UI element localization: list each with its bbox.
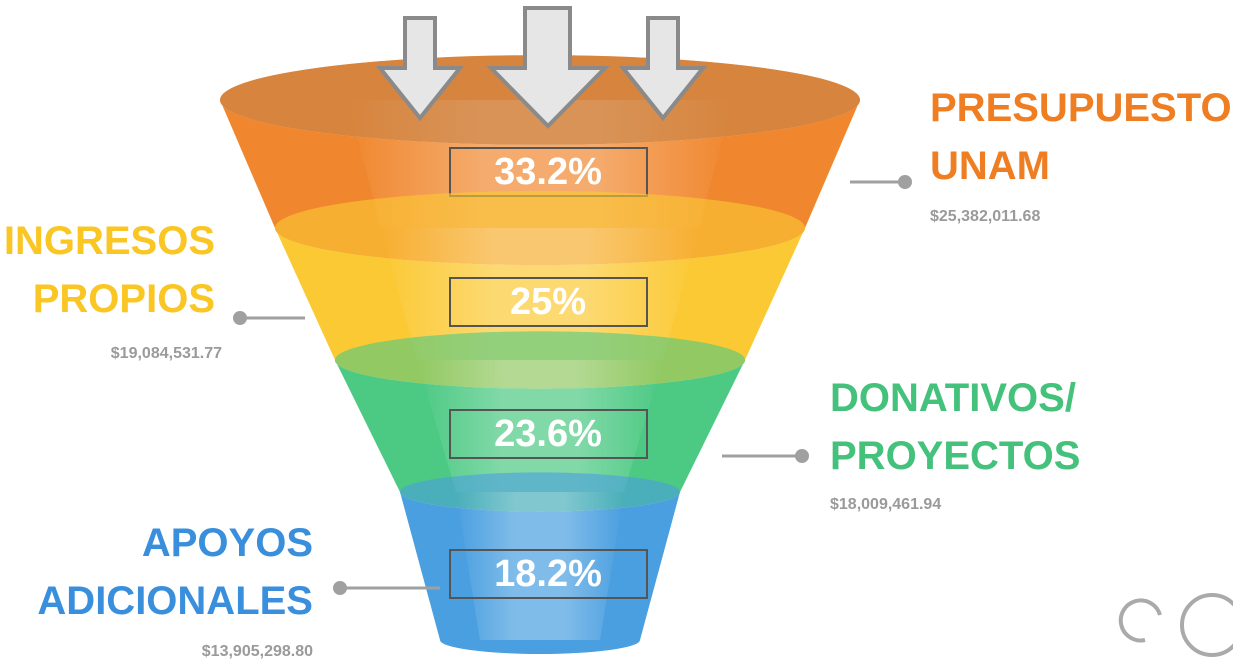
category-label: APOYOS ADICIONALES — [37, 521, 313, 623]
value-box — [449, 549, 648, 599]
value-label: 18.2% — [494, 553, 602, 595]
shine — [456, 492, 624, 640]
connector-dot — [333, 581, 347, 595]
amount-label: $19,084,531.77 — [111, 345, 222, 362]
category-label: DONATIVOS/PROYECTOS — [830, 376, 1080, 478]
connector-dot — [795, 449, 809, 463]
arrows — [375, 6, 708, 129]
arrow — [618, 16, 708, 122]
amount-label: $13,905,298.80 — [202, 643, 313, 660]
amount-label: $18,009,461.94 — [830, 496, 941, 513]
category-label: INGRESOS PROPIOS — [4, 219, 215, 321]
arrow — [486, 6, 610, 129]
value-label: 33.2% — [494, 151, 602, 193]
category-label: PRESUPUESTO UNAM — [930, 86, 1232, 188]
logo-mark — [1180, 593, 1233, 657]
funnel: 33.2% 25% 23.6% 18.2% — [220, 55, 860, 654]
arrow — [375, 16, 465, 122]
labels: PRESUPUESTO UNAM $25,382,011.68 INGRESOS PRO… — [4, 86, 1232, 661]
logo-mark — [1118, 598, 1162, 643]
connector-dot — [233, 311, 247, 325]
value-label: 25% — [510, 281, 586, 323]
value-label: 23.6% — [494, 413, 602, 455]
value-box — [449, 277, 648, 327]
logo — [1118, 593, 1233, 657]
connector-dot — [898, 175, 912, 189]
value-box — [449, 409, 648, 459]
amount-label: $25,382,011.68 — [930, 208, 1040, 225]
